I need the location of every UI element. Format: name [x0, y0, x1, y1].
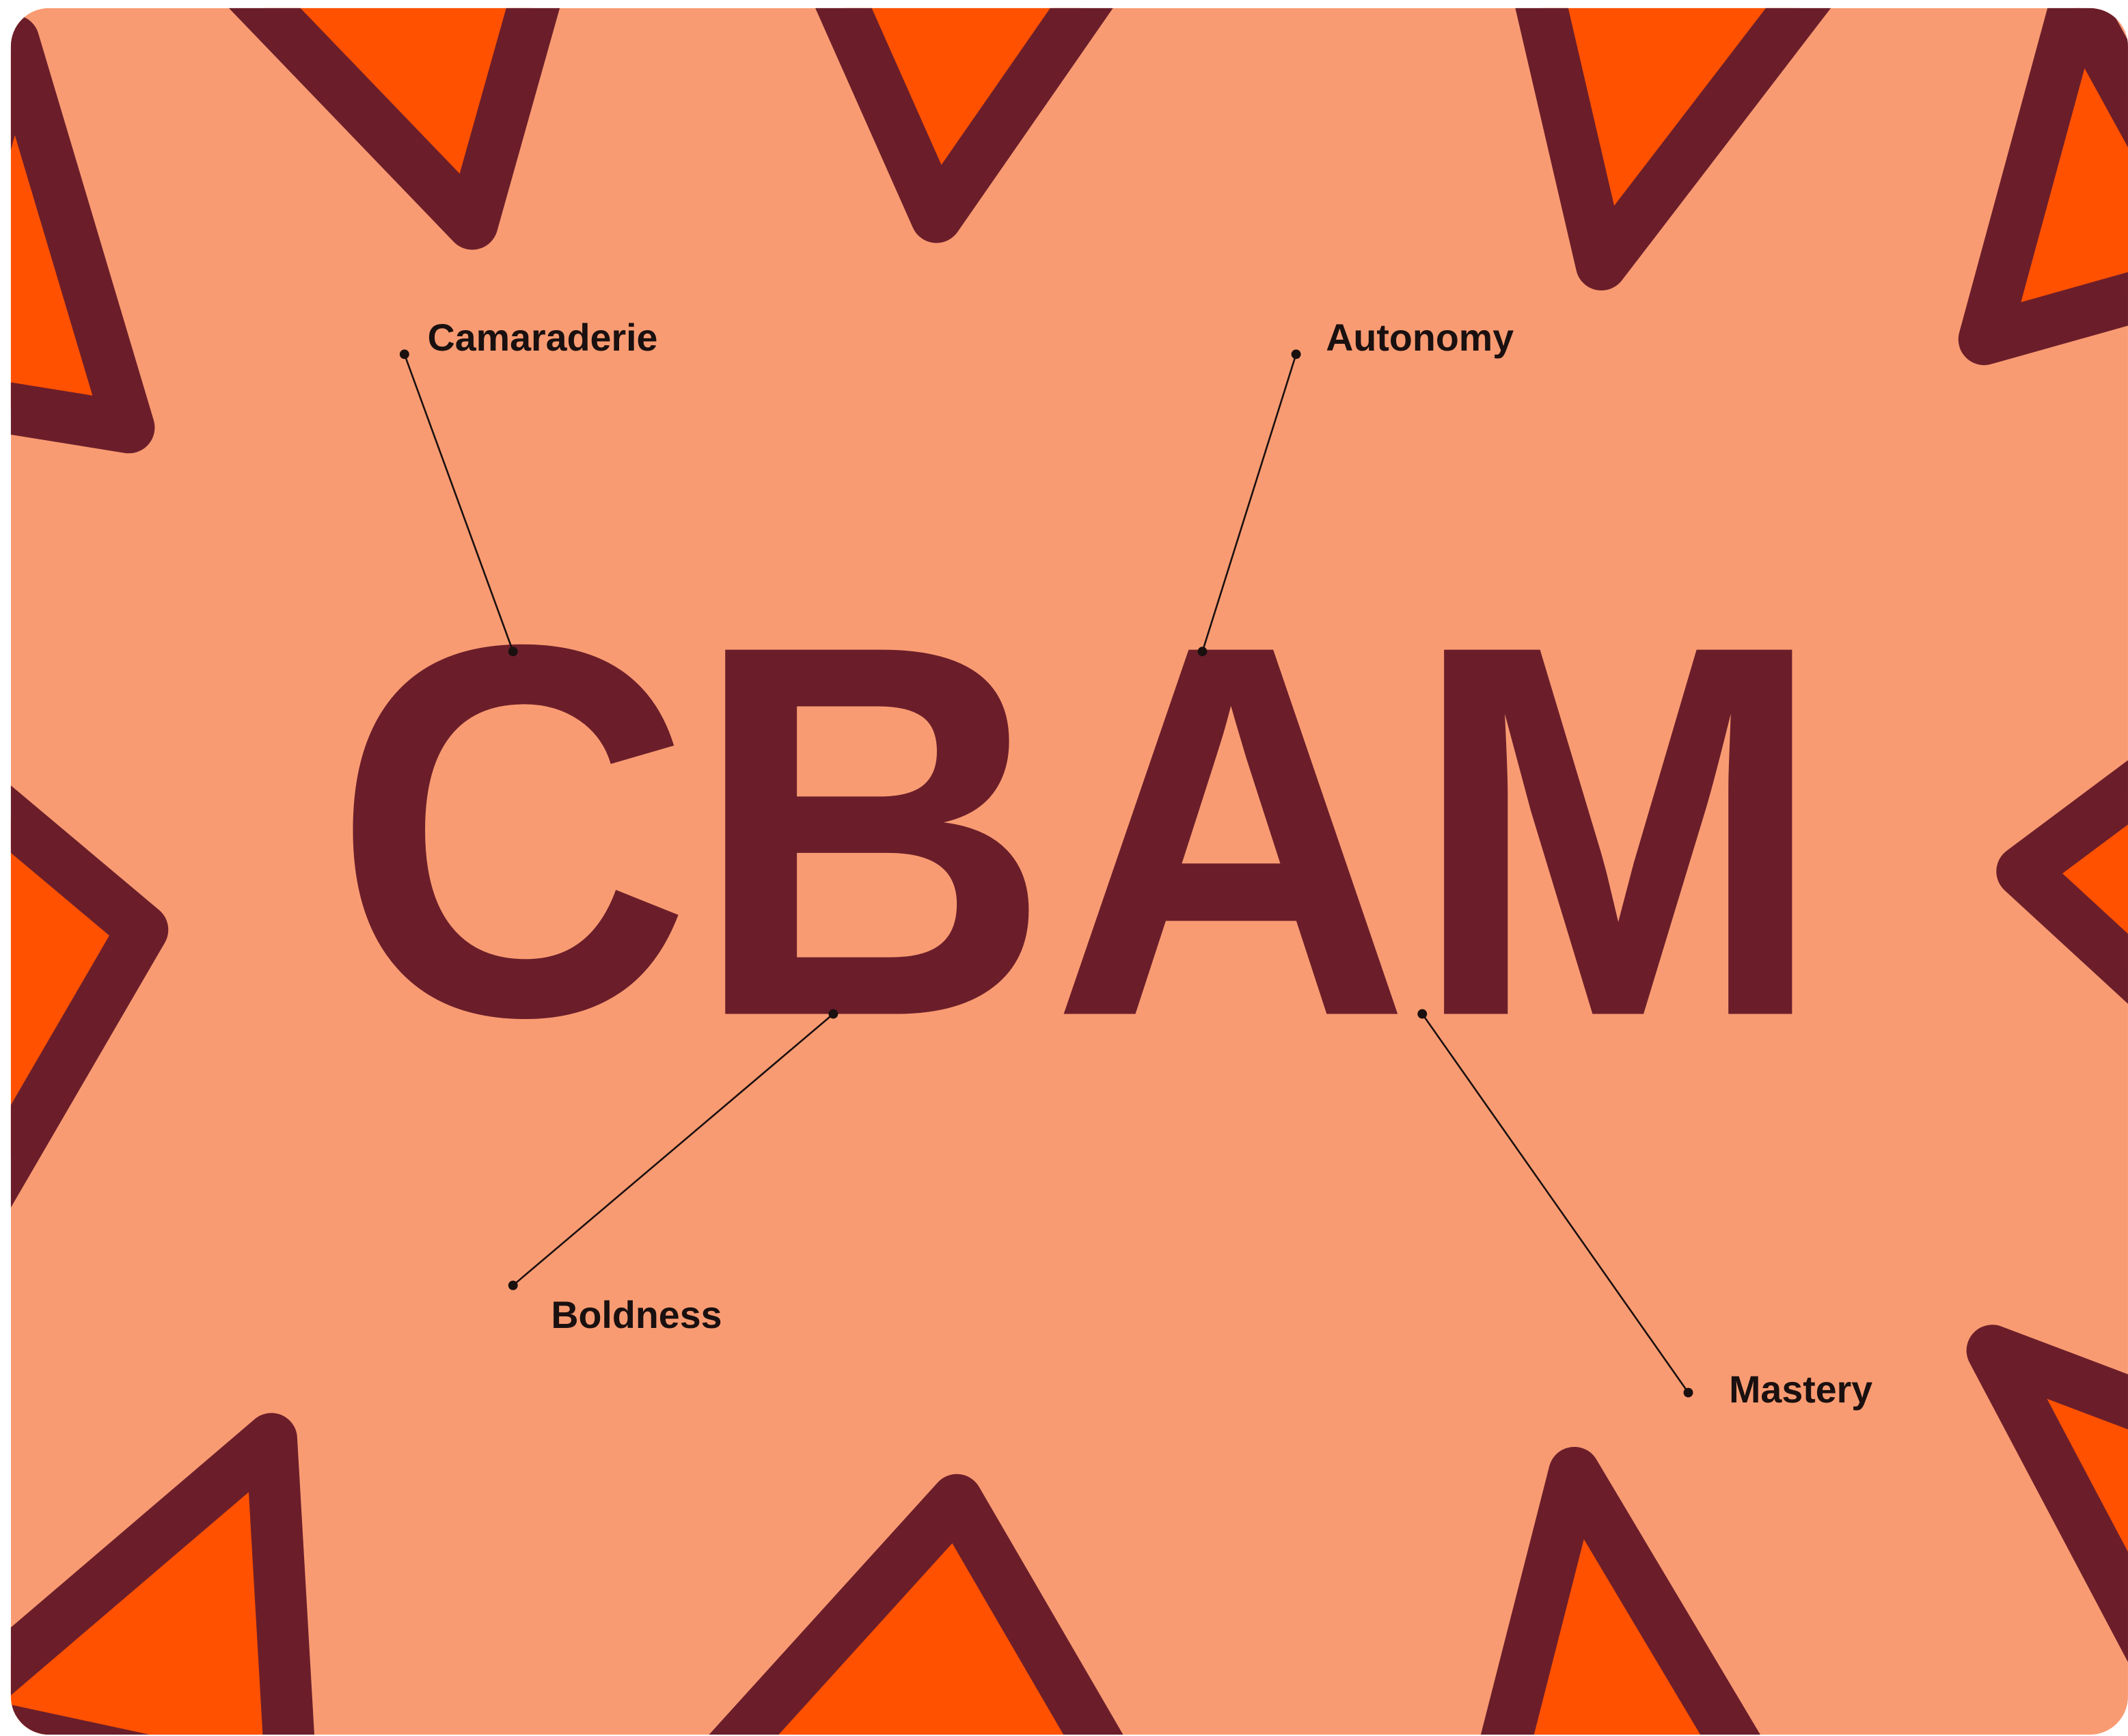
dot: [1292, 349, 1301, 359]
dot: [508, 1281, 518, 1290]
callout-label: Camaraderie: [428, 316, 658, 359]
page: {"wordmark": "CBAM", "callouts": [ {"lab…: [0, 0, 2128, 1736]
dot: [1684, 1388, 1693, 1398]
wordmark: CBAM: [333, 535, 1826, 1126]
callout-label: Boldness: [551, 1294, 722, 1336]
dot: [508, 647, 518, 656]
dot: [400, 349, 409, 359]
dot: [828, 1009, 838, 1019]
card: CBAM Camaraderie Autonomy Boldness Maste…: [0, 0, 2128, 1736]
callout-label: Mastery: [1729, 1368, 1872, 1411]
poster: CBAM Camaraderie Autonomy Boldness Maste…: [0, 0, 2128, 1736]
dot: [1198, 647, 1208, 656]
dot: [1417, 1009, 1427, 1019]
callout-label: Autonomy: [1326, 316, 1514, 359]
